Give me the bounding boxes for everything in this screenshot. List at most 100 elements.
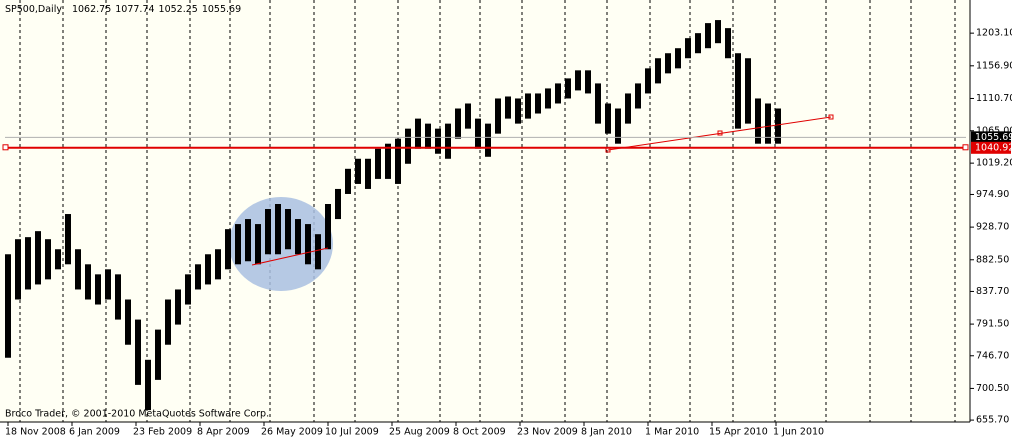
price-bar xyxy=(525,93,531,119)
price-bar xyxy=(565,78,571,99)
price-bar xyxy=(535,93,541,114)
price-label: 1055.69 xyxy=(975,132,1012,143)
y-tick-label: 1156.90 xyxy=(976,60,1012,71)
price-bar xyxy=(225,229,231,270)
price-bar xyxy=(645,68,651,94)
x-tick-label: 15 Apr 2010 xyxy=(709,427,768,438)
price-bar xyxy=(435,128,441,154)
price-bar xyxy=(735,53,741,129)
line-anchor xyxy=(962,144,969,151)
ohlc-value: 1055.69 xyxy=(202,4,241,15)
anchor xyxy=(717,130,723,136)
price-bar xyxy=(405,128,411,164)
y-tick-label: 700.50 xyxy=(976,383,1009,394)
price-label: 1040.92 xyxy=(975,142,1012,153)
price-bar xyxy=(545,88,551,109)
ohlc-value: 1052.25 xyxy=(159,4,198,15)
y-tick-label: 1019.20 xyxy=(976,158,1012,169)
symbol-header: SP500,Daily 1062.75 1077.74 1052.25 1055.69 xyxy=(5,4,241,15)
price-bar xyxy=(285,209,291,250)
price-bar xyxy=(455,108,461,139)
y-tick-label: 1065.00 xyxy=(976,125,1012,136)
price-bar xyxy=(605,103,611,134)
price-bar xyxy=(725,28,731,59)
symbol: SP500,Daily xyxy=(5,4,62,15)
price-bar xyxy=(195,264,201,290)
price-bar xyxy=(585,70,591,94)
price-bar xyxy=(365,158,371,189)
price-bar xyxy=(625,93,631,124)
price-bar xyxy=(335,188,341,220)
price-bar xyxy=(135,319,141,385)
trend-line xyxy=(251,247,329,266)
price-bar xyxy=(575,70,581,91)
ohlc-value: 1062.75 xyxy=(72,4,111,15)
price-bar xyxy=(415,118,421,149)
price-bar xyxy=(385,143,391,179)
x-tick-label: 8 Jan 2010 xyxy=(581,427,632,438)
price-bar xyxy=(615,108,621,144)
price-bar xyxy=(695,33,701,54)
price-bar xyxy=(215,249,221,280)
x-tick-label: 6 Jan 2009 xyxy=(69,427,120,438)
ohlc-value: 1077.74 xyxy=(115,4,154,15)
x-tick-label: 1 Jun 2010 xyxy=(773,427,824,438)
x-tick-label: 23 Nov 2009 xyxy=(517,427,578,438)
price-bar xyxy=(465,103,471,129)
price-bar xyxy=(165,299,171,345)
price-bar xyxy=(655,58,661,84)
x-tick-label: 10 Jul 2009 xyxy=(325,427,379,438)
price-bar xyxy=(265,209,271,255)
x-tick-label: 23 Feb 2009 xyxy=(133,427,192,438)
price-bar xyxy=(445,123,451,159)
price-bar xyxy=(705,23,711,49)
price-bar xyxy=(245,219,251,262)
x-tick-label: 8 Apr 2009 xyxy=(197,427,250,438)
price-bar xyxy=(635,83,641,109)
price-bar xyxy=(755,98,761,144)
price-bar xyxy=(45,239,51,280)
price-bar xyxy=(65,214,71,265)
price-bar xyxy=(505,96,511,119)
y-tick-label: 655.70 xyxy=(976,415,1009,426)
y-tick-label: 1110.70 xyxy=(976,93,1012,104)
price-bar xyxy=(115,274,121,320)
price-bar xyxy=(185,274,191,305)
price-bar xyxy=(155,329,161,380)
price-bar xyxy=(515,98,521,124)
x-tick-label: 25 Aug 2009 xyxy=(389,427,450,438)
price-bar xyxy=(5,254,11,358)
trend-line xyxy=(607,116,832,151)
price-bar xyxy=(35,231,41,285)
price-bar xyxy=(395,138,401,184)
price-bar xyxy=(665,53,671,74)
price-box xyxy=(971,141,1011,154)
price-bar xyxy=(145,359,151,411)
price-bar xyxy=(105,269,111,300)
price-bar xyxy=(55,249,61,270)
y-tick-label: 1203.10 xyxy=(976,28,1012,39)
anchor xyxy=(828,114,834,120)
price-bar xyxy=(355,158,361,184)
price-bar xyxy=(75,249,81,290)
price-bars xyxy=(5,20,781,411)
copyright: Broco Trader, © 2001-2010 MetaQuotes Sof… xyxy=(5,409,269,420)
y-tick-label: 882.50 xyxy=(976,254,1009,265)
price-bar xyxy=(745,58,751,124)
price-bar xyxy=(205,254,211,285)
price-bar xyxy=(675,48,681,69)
price-bar xyxy=(775,108,781,144)
y-tick-label: 837.70 xyxy=(976,286,1009,297)
x-tick-label: 26 May 2009 xyxy=(261,427,323,438)
price-bar xyxy=(95,274,101,305)
plot-area xyxy=(0,0,970,422)
price-bar xyxy=(275,204,281,255)
price-bar xyxy=(375,148,381,179)
line-anchor xyxy=(2,144,9,151)
price-bar xyxy=(325,204,331,250)
price-bar xyxy=(85,264,91,300)
y-tick-label: 746.70 xyxy=(976,350,1009,361)
price-bar xyxy=(125,299,131,345)
y-tick-label: 974.90 xyxy=(976,189,1009,200)
